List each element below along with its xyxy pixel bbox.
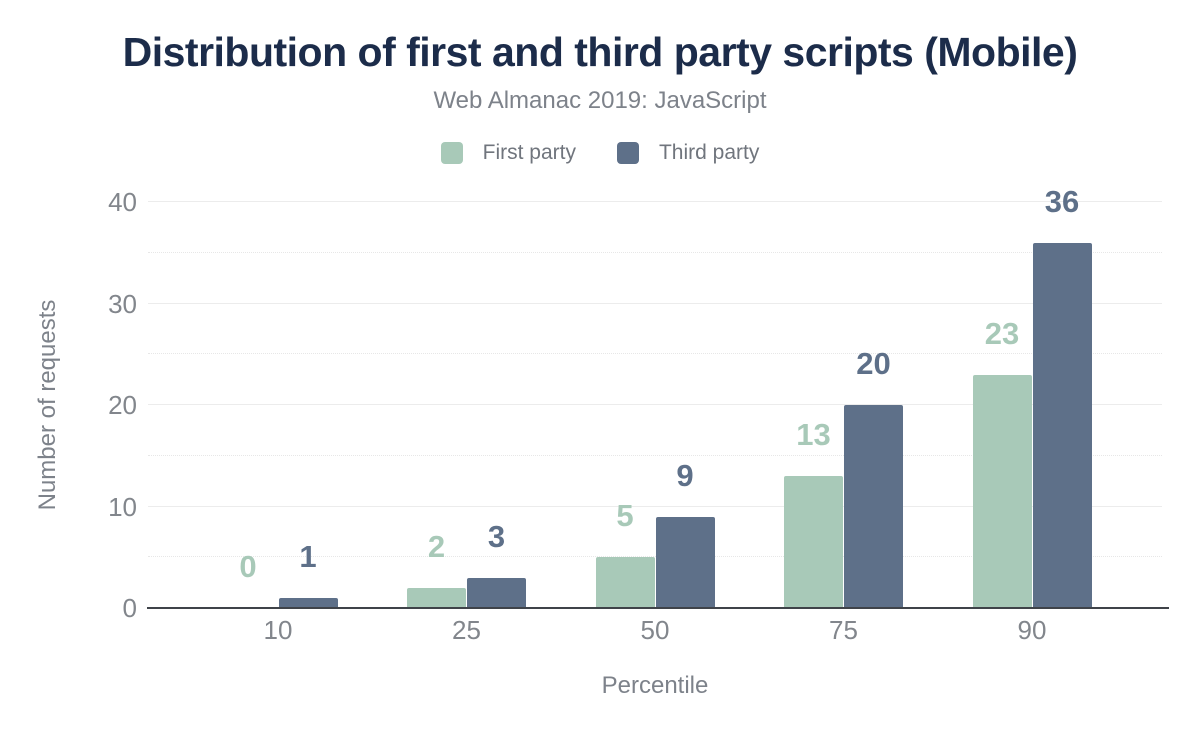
minor-gridline-y35 <box>148 251 1162 253</box>
bar-first-party-p90 <box>972 374 1032 608</box>
value-label-first-party-p90: 23 <box>984 315 1020 351</box>
bar-first-party-p50 <box>595 557 655 608</box>
x-axis-line <box>147 607 1169 609</box>
legend-label-first-party: First party <box>482 141 576 164</box>
legend: First party Third party <box>0 140 1200 166</box>
bar-third-party-p75 <box>844 405 903 608</box>
third-party-swatch-icon <box>616 142 639 164</box>
x-tick-label-75: 75 <box>829 615 858 645</box>
value-label-first-party-p50: 5 <box>616 498 634 534</box>
chart-subtitle: Web Almanac 2019: JavaScript <box>433 87 767 114</box>
bar-third-party-p90 <box>1032 242 1092 608</box>
value-label-third-party-p50: 9 <box>676 457 694 493</box>
value-label-third-party-p90: 36 <box>1044 183 1080 219</box>
gridline-y30 <box>148 302 1162 304</box>
y-tick-label-10: 10 <box>108 491 137 522</box>
bar-first-party-p25 <box>407 587 466 608</box>
value-label-third-party-p10: 1 <box>299 538 317 574</box>
chart-title: Distribution of first and third party sc… <box>122 29 1078 75</box>
y-tick-label-30: 30 <box>108 288 137 319</box>
value-label-first-party-p25: 2 <box>427 528 446 564</box>
x-tick-label-50: 50 <box>640 615 670 645</box>
gridline-y20 <box>148 404 1162 405</box>
y-tick-label-0: 0 <box>122 593 137 623</box>
plot-area: 0 1 2 3 5 9 13 20 23 36 <box>147 186 1169 609</box>
bar-third-party-p50 <box>655 516 715 608</box>
legend-label-third-party: Third party <box>658 141 760 164</box>
bar-third-party-p25 <box>467 577 526 608</box>
gridline-y40 <box>148 201 1162 202</box>
gridline-y10 <box>148 505 1162 507</box>
x-axis-title: Percentile <box>601 672 709 699</box>
first-party-swatch-icon <box>440 142 463 164</box>
minor-gridline-y5 <box>148 556 1162 558</box>
x-axis-tick-labels: 10 25 50 75 90 <box>148 616 1162 646</box>
x-tick-label-90: 90 <box>1017 615 1047 645</box>
value-label-third-party-p25: 3 <box>487 518 506 554</box>
value-label-first-party-p75: 13 <box>796 417 831 453</box>
value-label-first-party-p10: 0 <box>239 549 257 584</box>
value-label-third-party-p75: 20 <box>856 346 891 381</box>
bar-first-party-p75 <box>784 476 843 608</box>
y-axis-tick-labels: 0 10 20 30 40 <box>0 189 137 621</box>
legend-item-third-party: Third party <box>616 141 760 165</box>
x-tick-label-10: 10 <box>263 615 293 645</box>
y-tick-label-40: 40 <box>108 187 137 217</box>
y-tick-label-20: 20 <box>108 390 137 420</box>
minor-gridline-y25 <box>148 353 1162 355</box>
bar-third-party-p10 <box>278 597 338 608</box>
legend-item-first-party: First party <box>440 141 576 165</box>
x-tick-label-25: 25 <box>452 615 481 645</box>
minor-gridline-y15 <box>148 454 1162 456</box>
